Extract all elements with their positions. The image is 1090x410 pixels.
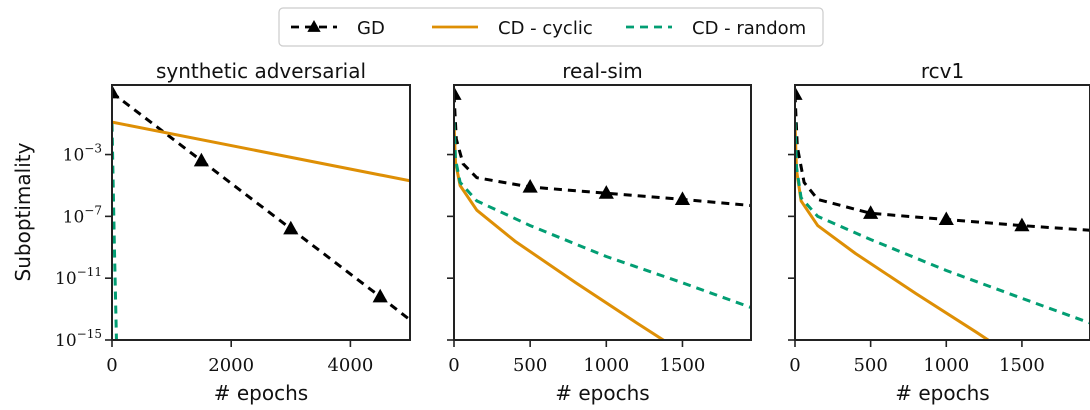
gd-marker xyxy=(795,86,803,100)
legend-label-1: CD - cyclic xyxy=(498,18,593,39)
x-tick-label: 1500 xyxy=(660,355,706,376)
legend-marker-0 xyxy=(307,20,321,32)
x-tick-label: 0 xyxy=(448,355,459,376)
x-tick-label: 1500 xyxy=(999,355,1045,376)
x-axis-label: # epochs xyxy=(555,381,649,405)
series-line-gd xyxy=(112,91,410,322)
x-tick-label: 500 xyxy=(853,355,887,376)
legend: GD CD - cyclic CD - random xyxy=(278,7,824,47)
gd-marker xyxy=(598,185,614,199)
axes-frame xyxy=(453,84,752,341)
series-line-cd-cyclic xyxy=(454,123,666,340)
gd-marker xyxy=(522,179,538,193)
x-tick-label: 0 xyxy=(789,355,800,376)
panel-0: synthetic adversarial 10−3 10−7 10−11 10−150… xyxy=(55,59,411,405)
x-axis-label: # epochs xyxy=(895,381,989,405)
y-tick-label: 10−15 xyxy=(55,327,102,351)
y-tick-label: 10−7 xyxy=(63,203,102,227)
gd-marker xyxy=(283,220,299,235)
x-tick-label: 1000 xyxy=(923,355,969,376)
panel-title: real-sim xyxy=(562,59,643,83)
series-line-cd-random xyxy=(795,122,1090,325)
gd-marker xyxy=(674,191,691,205)
axes-frame xyxy=(111,84,411,341)
gd-marker xyxy=(938,211,954,226)
panel-title: rcv1 xyxy=(921,59,964,83)
series-line-cd-cyclic xyxy=(795,123,991,340)
series-line-cd-random xyxy=(454,122,751,309)
series-line-cd-cyclic xyxy=(112,120,410,183)
panel-title: synthetic adversarial xyxy=(156,59,366,83)
gd-marker xyxy=(112,85,120,99)
y-tick-label: 10−3 xyxy=(63,142,102,166)
gd-marker xyxy=(372,288,388,303)
legend-label-0: GD xyxy=(357,18,385,39)
x-tick-label: 1000 xyxy=(583,355,629,376)
x-tick-label: 500 xyxy=(513,355,547,376)
panel-2: rcv1 0 500 1000 1500 # epochs xyxy=(788,59,1090,405)
axes-frame xyxy=(794,84,1090,341)
legend-label-2: CD - random xyxy=(692,18,806,39)
panel-1: real-sim 0 500 1000 1500 # epochs xyxy=(447,59,752,405)
y-tick-label: 10−11 xyxy=(55,265,102,289)
gd-marker xyxy=(1014,217,1030,232)
x-tick-label: 0 xyxy=(106,355,117,376)
x-axis-label: # epochs xyxy=(214,381,308,405)
gd-marker xyxy=(454,86,462,100)
legend-frame xyxy=(278,7,824,47)
x-tick-label: 4000 xyxy=(327,355,373,376)
gd-marker xyxy=(863,205,879,219)
gd-marker xyxy=(193,152,209,167)
series-line-gd xyxy=(454,94,751,207)
series-line-gd xyxy=(795,94,1090,232)
x-tick-label: 2000 xyxy=(208,355,254,376)
y-axis-label: Suboptimality xyxy=(11,142,35,281)
